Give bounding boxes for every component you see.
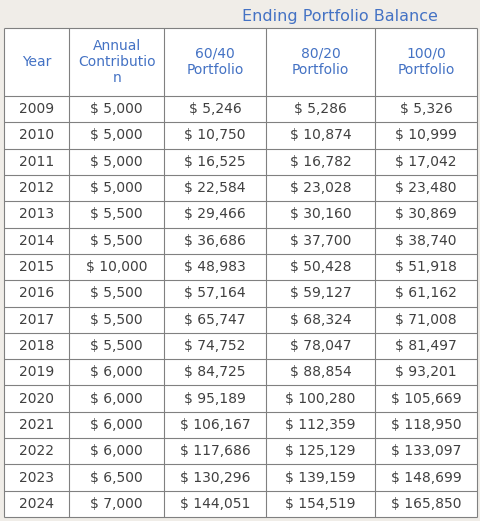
- Text: 2013: 2013: [19, 207, 54, 221]
- Text: $ 74,752: $ 74,752: [184, 339, 245, 353]
- Text: 2022: 2022: [19, 444, 54, 458]
- Text: $ 5,000: $ 5,000: [90, 129, 143, 142]
- Text: 2009: 2009: [19, 102, 54, 116]
- Text: 2014: 2014: [19, 234, 54, 247]
- Text: $ 37,700: $ 37,700: [289, 234, 350, 247]
- Text: $ 139,159: $ 139,159: [285, 470, 355, 485]
- Text: Annual
Contributio
n: Annual Contributio n: [78, 39, 156, 85]
- Text: $ 10,999: $ 10,999: [394, 129, 456, 142]
- Text: 100/0
Portfolio: 100/0 Portfolio: [396, 47, 454, 77]
- Text: 2011: 2011: [19, 155, 54, 169]
- Text: $ 16,782: $ 16,782: [289, 155, 351, 169]
- Text: $ 133,097: $ 133,097: [390, 444, 460, 458]
- Text: $ 10,874: $ 10,874: [289, 129, 350, 142]
- Text: $ 5,500: $ 5,500: [90, 339, 143, 353]
- Text: $ 130,296: $ 130,296: [180, 470, 250, 485]
- Text: $ 106,167: $ 106,167: [180, 418, 250, 432]
- Text: $ 5,246: $ 5,246: [188, 102, 241, 116]
- Text: $ 165,850: $ 165,850: [390, 497, 460, 511]
- Text: 2019: 2019: [19, 365, 54, 379]
- Text: $ 6,000: $ 6,000: [90, 444, 143, 458]
- Text: 2010: 2010: [19, 129, 54, 142]
- Text: $ 154,519: $ 154,519: [285, 497, 355, 511]
- Text: $ 48,983: $ 48,983: [184, 260, 245, 274]
- Text: 2018: 2018: [19, 339, 54, 353]
- Text: $ 71,008: $ 71,008: [395, 313, 456, 327]
- Text: 2012: 2012: [19, 181, 54, 195]
- Text: $ 59,127: $ 59,127: [289, 287, 350, 300]
- Text: $ 144,051: $ 144,051: [180, 497, 250, 511]
- Text: $ 93,201: $ 93,201: [395, 365, 456, 379]
- Text: $ 29,466: $ 29,466: [184, 207, 245, 221]
- Text: $ 36,686: $ 36,686: [184, 234, 245, 247]
- Text: $ 68,324: $ 68,324: [289, 313, 350, 327]
- Text: Ending Portfolio Balance: Ending Portfolio Balance: [241, 8, 437, 23]
- Text: $ 6,000: $ 6,000: [90, 418, 143, 432]
- Text: $ 105,669: $ 105,669: [390, 392, 460, 405]
- Text: $ 5,000: $ 5,000: [90, 102, 143, 116]
- Text: $ 6,500: $ 6,500: [90, 470, 143, 485]
- Text: $ 57,164: $ 57,164: [184, 287, 245, 300]
- Text: $ 118,950: $ 118,950: [390, 418, 460, 432]
- Text: $ 17,042: $ 17,042: [395, 155, 456, 169]
- Text: $ 61,162: $ 61,162: [394, 287, 456, 300]
- Text: Year: Year: [22, 55, 51, 69]
- Text: $ 5,500: $ 5,500: [90, 313, 143, 327]
- Text: $ 100,280: $ 100,280: [285, 392, 355, 405]
- Text: $ 5,500: $ 5,500: [90, 287, 143, 300]
- Text: $ 6,000: $ 6,000: [90, 365, 143, 379]
- Text: $ 5,500: $ 5,500: [90, 207, 143, 221]
- Text: 2016: 2016: [19, 287, 54, 300]
- Text: $ 148,699: $ 148,699: [390, 470, 460, 485]
- Text: $ 5,000: $ 5,000: [90, 181, 143, 195]
- Text: $ 78,047: $ 78,047: [289, 339, 350, 353]
- Text: $ 10,750: $ 10,750: [184, 129, 245, 142]
- Text: $ 23,028: $ 23,028: [289, 181, 350, 195]
- Text: 2021: 2021: [19, 418, 54, 432]
- Text: 2017: 2017: [19, 313, 54, 327]
- Text: 2023: 2023: [19, 470, 54, 485]
- Text: $ 95,189: $ 95,189: [184, 392, 245, 405]
- Text: $ 125,129: $ 125,129: [285, 444, 355, 458]
- Text: $ 51,918: $ 51,918: [394, 260, 456, 274]
- Text: 2024: 2024: [19, 497, 54, 511]
- Text: $ 10,000: $ 10,000: [86, 260, 147, 274]
- Text: 80/20
Portfolio: 80/20 Portfolio: [291, 47, 348, 77]
- Text: $ 7,000: $ 7,000: [90, 497, 143, 511]
- Text: $ 5,326: $ 5,326: [399, 102, 452, 116]
- Text: $ 88,854: $ 88,854: [289, 365, 351, 379]
- Text: $ 5,286: $ 5,286: [293, 102, 346, 116]
- Text: $ 38,740: $ 38,740: [395, 234, 456, 247]
- Text: $ 5,000: $ 5,000: [90, 155, 143, 169]
- Text: $ 112,359: $ 112,359: [285, 418, 355, 432]
- Text: $ 6,000: $ 6,000: [90, 392, 143, 405]
- Text: $ 84,725: $ 84,725: [184, 365, 245, 379]
- Text: $ 117,686: $ 117,686: [180, 444, 250, 458]
- Text: 2015: 2015: [19, 260, 54, 274]
- Text: $ 30,160: $ 30,160: [289, 207, 350, 221]
- Text: $ 30,869: $ 30,869: [395, 207, 456, 221]
- Text: $ 50,428: $ 50,428: [289, 260, 350, 274]
- Text: 60/40
Portfolio: 60/40 Portfolio: [186, 47, 243, 77]
- Text: $ 65,747: $ 65,747: [184, 313, 245, 327]
- Text: $ 5,500: $ 5,500: [90, 234, 143, 247]
- Text: 2020: 2020: [19, 392, 54, 405]
- Text: $ 22,584: $ 22,584: [184, 181, 245, 195]
- Text: $ 81,497: $ 81,497: [395, 339, 456, 353]
- Text: $ 16,525: $ 16,525: [184, 155, 245, 169]
- Text: $ 23,480: $ 23,480: [395, 181, 456, 195]
